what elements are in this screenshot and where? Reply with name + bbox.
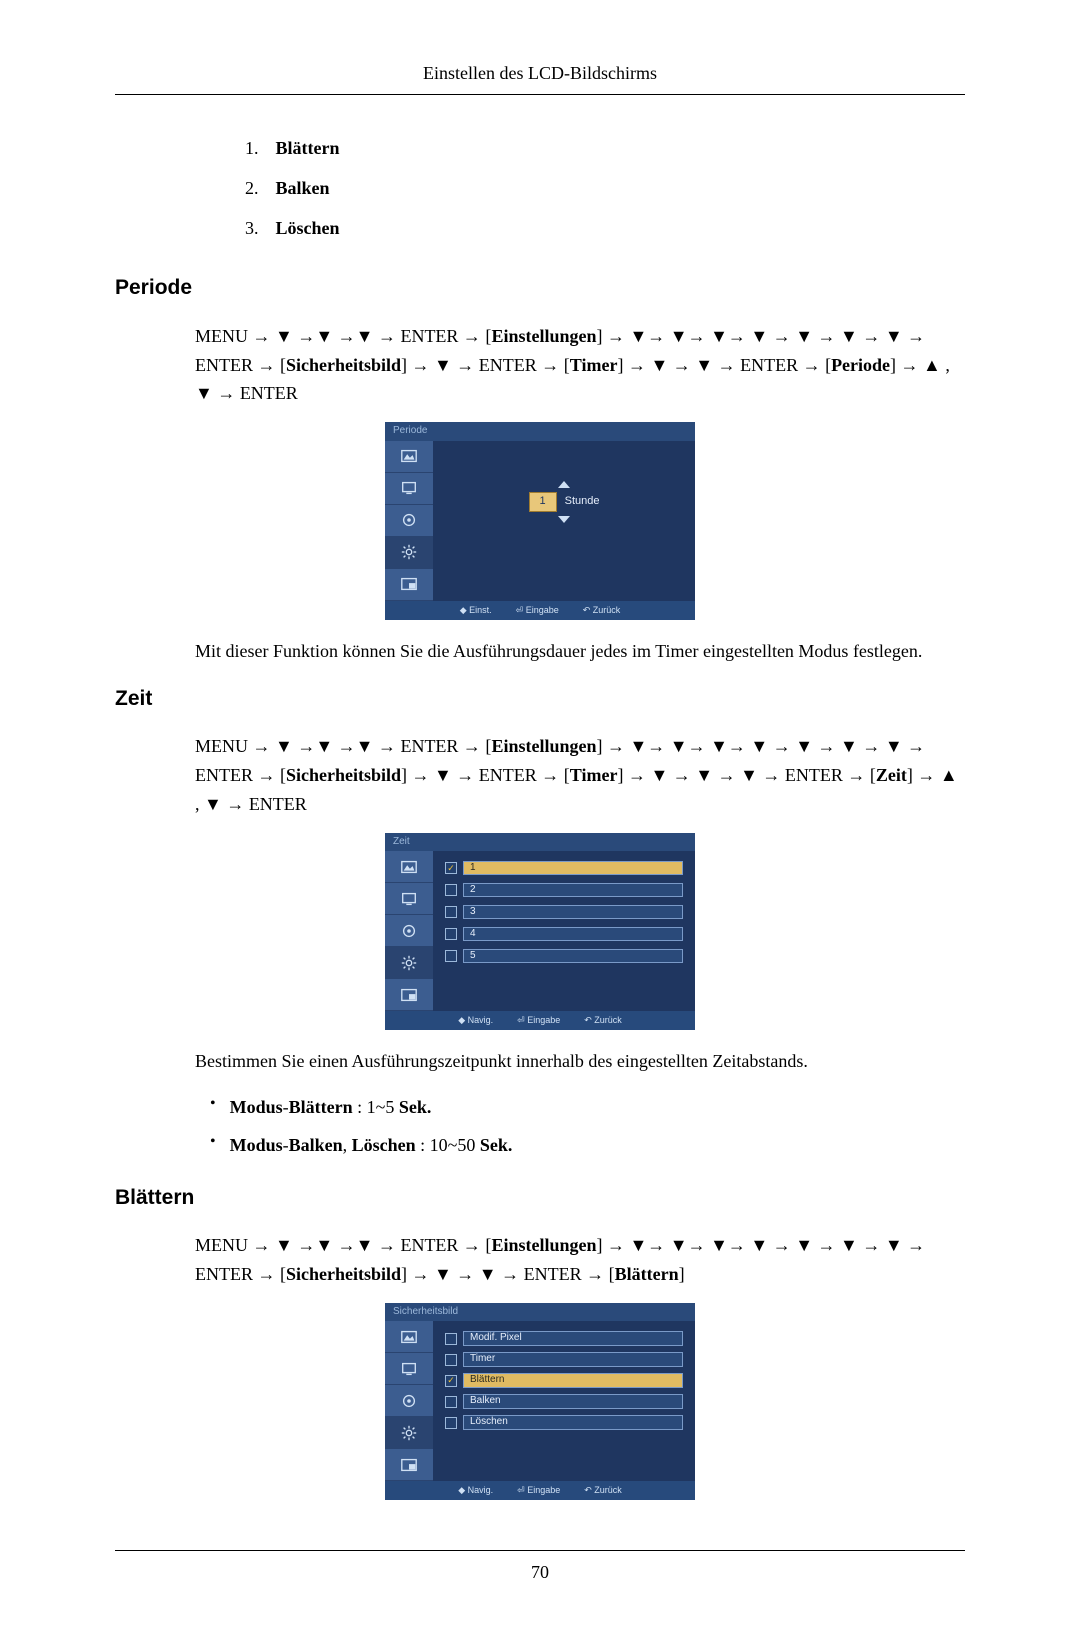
option-label: Timer — [463, 1352, 683, 1367]
bullet-item: •Modus-Balken, Löschen : 10~50 Sek. — [210, 1132, 965, 1158]
screen-icon[interactable] — [385, 883, 433, 915]
footer-hint: ↶ Zurück — [584, 1014, 622, 1027]
section-heading-zeit: Zeit — [115, 684, 965, 714]
section-heading-periode: Periode — [115, 273, 965, 303]
option-label: Balken — [463, 1394, 683, 1409]
nav-path-periode: MENU → ▼ →▼ →▼ → ENTER → [Einstellungen]… — [195, 322, 965, 408]
menu-option[interactable]: Timer — [445, 1352, 683, 1367]
osd-sidebar — [385, 1321, 433, 1481]
osd-title: Sicherheitsbild — [385, 1303, 695, 1322]
option-label: 2 — [463, 883, 683, 897]
chevron-down-icon[interactable] — [558, 516, 570, 523]
list-item: 3. Löschen — [245, 215, 965, 241]
zeit-option[interactable]: 5 — [445, 949, 683, 963]
option-label: 4 — [463, 927, 683, 941]
screen-icon[interactable] — [385, 1353, 433, 1385]
list-number: 1. — [245, 135, 271, 161]
footer-hint: ↶ Zurück — [583, 604, 621, 617]
bullet-item: •Modus-Blättern : 1~5 Sek. — [210, 1094, 965, 1120]
chevron-up-icon[interactable] — [558, 481, 570, 488]
footer-hint: ◆ Navig. — [458, 1014, 493, 1027]
option-label: Blättern — [463, 1373, 683, 1388]
page-number: 70 — [115, 1559, 965, 1585]
footer-hint: ↶ Zurück — [584, 1484, 622, 1497]
osd-periode: Periode 1 Stunde ◆ Einst. ⏎ Eingabe ↶ Zu… — [115, 422, 965, 620]
menu-option[interactable]: Blättern — [445, 1373, 683, 1388]
list-item: 1. Blättern — [245, 135, 965, 161]
footer-rule — [115, 1550, 965, 1551]
section-heading-blattern: Blättern — [115, 1183, 965, 1213]
checkbox-icon — [445, 1354, 457, 1366]
footer-hint: ◆ Einst. — [460, 604, 492, 617]
osd-pane: 1 2 3 4 5 — [433, 851, 695, 1011]
checkbox-icon — [445, 1333, 457, 1345]
checkbox-icon — [445, 862, 457, 874]
picture-icon[interactable] — [385, 1321, 433, 1353]
spinner-control[interactable]: 1 Stunde — [445, 481, 683, 523]
numbered-list: 1. Blättern 2. Balken 3. Löschen — [245, 135, 965, 241]
checkbox-icon — [445, 884, 457, 896]
circle-icon[interactable] — [385, 1385, 433, 1417]
picture-icon[interactable] — [385, 851, 433, 883]
nav-path-zeit: MENU → ▼ →▼ →▼ → ENTER → [Einstellungen]… — [195, 732, 965, 818]
osd-blattern: Sicherheitsbild Modif. Pixel Timer Blätter… — [115, 1303, 965, 1501]
option-label: 5 — [463, 949, 683, 963]
footer-hint: ◆ Navig. — [458, 1484, 493, 1497]
circle-icon[interactable] — [385, 915, 433, 947]
zeit-option[interactable]: 4 — [445, 927, 683, 941]
list-number: 3. — [245, 215, 271, 241]
osd-zeit: Zeit 1 2 3 4 5 ◆ Navig. ⏎ Eingabe ↶ Zurück — [115, 833, 965, 1031]
gear-icon[interactable] — [385, 537, 433, 569]
nav-path-blattern: MENU → ▼ →▼ →▼ → ENTER → [Einstellungen]… — [195, 1231, 965, 1289]
gear-icon[interactable] — [385, 1417, 433, 1449]
osd-title: Periode — [385, 422, 695, 441]
footer-hint: ⏎ Eingabe — [516, 604, 559, 617]
option-label: Modif. Pixel — [463, 1331, 683, 1346]
list-label: Blättern — [276, 138, 340, 158]
checkbox-icon — [445, 928, 457, 940]
osd-footer: ◆ Navig. ⏎ Eingabe ↶ Zurück — [385, 1481, 695, 1500]
checkbox-icon — [445, 1396, 457, 1408]
menu-option[interactable]: Modif. Pixel — [445, 1331, 683, 1346]
option-label: 3 — [463, 905, 683, 919]
list-label: Löschen — [276, 218, 340, 238]
pip-icon[interactable] — [385, 569, 433, 601]
osd-sidebar — [385, 851, 433, 1011]
osd-sidebar — [385, 441, 433, 601]
footer-hint: ⏎ Eingabe — [517, 1484, 560, 1497]
list-label: Balken — [276, 178, 330, 198]
checkbox-icon — [445, 1417, 457, 1429]
picture-icon[interactable] — [385, 441, 433, 473]
list-item: 2. Balken — [245, 175, 965, 201]
footer-hint: ⏎ Eingabe — [517, 1014, 560, 1027]
spinner-unit: Stunde — [565, 494, 600, 510]
checkbox-icon — [445, 950, 457, 962]
list-number: 2. — [245, 175, 271, 201]
page-header: Einstellen des LCD-Bildschirms — [115, 60, 965, 95]
osd-footer: ◆ Einst. ⏎ Eingabe ↶ Zurück — [385, 601, 695, 620]
periode-description: Mit dieser Funktion können Sie die Ausfü… — [195, 638, 965, 664]
zeit-option[interactable]: 1 — [445, 861, 683, 875]
osd-pane: Modif. Pixel Timer Blättern Balken Löschen — [433, 1321, 695, 1481]
pip-icon[interactable] — [385, 979, 433, 1011]
option-label: Löschen — [463, 1415, 683, 1430]
screen-icon[interactable] — [385, 473, 433, 505]
menu-option[interactable]: Balken — [445, 1394, 683, 1409]
checkbox-icon — [445, 1375, 457, 1387]
osd-title: Zeit — [385, 833, 695, 852]
checkbox-icon — [445, 906, 457, 918]
osd-pane: 1 Stunde — [433, 441, 695, 601]
spinner-value: 1 — [529, 492, 557, 512]
zeit-bullets: •Modus-Blättern : 1~5 Sek. •Modus-Balken,… — [210, 1094, 965, 1158]
gear-icon[interactable] — [385, 947, 433, 979]
zeit-option[interactable]: 3 — [445, 905, 683, 919]
circle-icon[interactable] — [385, 505, 433, 537]
pip-icon[interactable] — [385, 1449, 433, 1481]
zeit-description: Bestimmen Sie einen Ausführungszeitpunkt… — [195, 1048, 965, 1074]
osd-footer: ◆ Navig. ⏎ Eingabe ↶ Zurück — [385, 1011, 695, 1030]
option-label: 1 — [463, 861, 683, 875]
zeit-option[interactable]: 2 — [445, 883, 683, 897]
menu-option[interactable]: Löschen — [445, 1415, 683, 1430]
